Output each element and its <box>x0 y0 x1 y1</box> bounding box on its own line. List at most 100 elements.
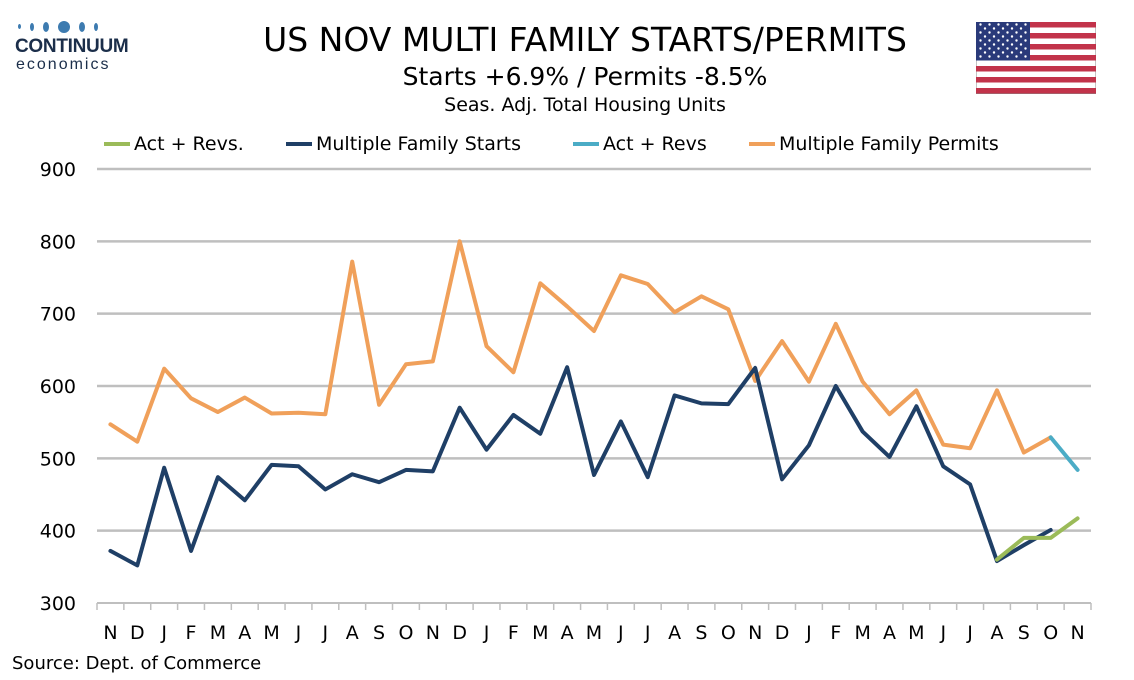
flag-star <box>992 27 996 30</box>
logo-dots-icon <box>18 16 107 35</box>
flag-star <box>1010 43 1014 46</box>
x-tick-label: A <box>990 622 1003 644</box>
flag-star <box>1015 55 1018 58</box>
legend: Act + Revs. Multiple Family Starts Act + R… <box>104 133 999 155</box>
flag-star <box>1006 55 1009 58</box>
x-tick-label: J <box>617 622 624 644</box>
flag-star <box>1024 31 1027 34</box>
flag-star <box>988 47 991 50</box>
flag-star <box>1006 47 1009 50</box>
flag-star <box>1015 31 1018 34</box>
series-line-act-revs-0 <box>994 516 1080 562</box>
flag-star <box>1019 51 1023 54</box>
flag-star <box>1006 39 1009 42</box>
x-tick-label: F <box>508 622 519 644</box>
flag-star <box>1024 55 1027 58</box>
x-tick-label: N <box>103 622 117 644</box>
y-tick-label: 800 <box>40 231 76 253</box>
x-tick-label: J <box>805 622 812 644</box>
series-line-multiple-family-starts-1 <box>108 365 1053 568</box>
flag-star <box>1024 23 1027 26</box>
x-tick-label: A <box>668 622 681 644</box>
flag-star <box>983 43 987 46</box>
source-note: Source: Dept. of Commerce <box>12 653 262 674</box>
flag-star <box>979 55 982 58</box>
x-tick-label: M <box>263 622 279 644</box>
y-tick-label: 400 <box>40 521 76 543</box>
flag-star <box>988 39 991 42</box>
flag-star <box>1015 23 1018 26</box>
x-tick-label: A <box>561 622 574 644</box>
flag-star <box>988 55 991 58</box>
flag-star <box>1019 43 1023 46</box>
x-tick-label: F <box>830 622 841 644</box>
y-axis-tick-labels: 300 400 500 600 700 800 900 <box>40 159 76 615</box>
x-tick-label: J <box>160 622 167 644</box>
flag-star <box>1015 39 1018 42</box>
logo-brand: CONTINUUM <box>15 36 129 57</box>
flag-star <box>1006 23 1009 26</box>
flag-star <box>979 39 982 42</box>
gridlines <box>97 167 1091 532</box>
flag-star <box>1001 43 1005 46</box>
flag-star <box>1010 35 1014 38</box>
us-flag-icon <box>976 22 1096 94</box>
flag-star <box>992 43 996 46</box>
chart-subtitle-units: Seas. Adj. Total Housing Units <box>444 94 726 116</box>
flag-star <box>988 31 991 34</box>
legend-label: Multiple Family Permits <box>779 133 999 155</box>
flag-star <box>1001 51 1005 54</box>
continuum-logo: CONTINUUM economics <box>14 14 134 74</box>
legend-label: Multiple Family Starts <box>316 133 521 155</box>
flag-star <box>983 35 987 38</box>
x-tick-label: J <box>295 622 302 644</box>
flag-star <box>979 23 982 26</box>
flag-star <box>1024 47 1027 50</box>
x-tick-label: O <box>1043 622 1058 644</box>
flag-star <box>988 23 991 26</box>
y-tick-label: 500 <box>40 448 76 470</box>
flag-star <box>979 31 982 34</box>
legend-label: Act + Revs. <box>134 133 244 155</box>
flag-star <box>1001 35 1005 38</box>
flag-star <box>997 47 1000 50</box>
chart-title: US NOV MULTI FAMILY STARTS/PERMITS <box>263 20 907 59</box>
flag-star <box>992 51 996 54</box>
x-tick-label: J <box>644 622 651 644</box>
flag-star <box>983 51 987 54</box>
flag-star <box>1001 27 1005 30</box>
series-line-act-revs-2 <box>1048 435 1080 472</box>
flag-star <box>1024 39 1027 42</box>
logo-subtext: economics <box>16 56 111 73</box>
x-tick-label: D <box>452 622 467 644</box>
x-tick-label: M <box>210 622 226 644</box>
flag-star <box>1010 27 1014 30</box>
x-tick-label: F <box>186 622 197 644</box>
flag-star <box>979 47 982 50</box>
flag-star <box>1019 35 1023 38</box>
legend-item: Act + Revs. <box>104 133 244 155</box>
flag-star <box>997 55 1000 58</box>
flag-star <box>1010 51 1014 54</box>
flag-star <box>997 39 1000 42</box>
x-tick-label: J <box>483 622 490 644</box>
series-lines <box>108 239 1080 568</box>
x-tick-label: A <box>883 622 896 644</box>
x-tick-label: N <box>748 622 762 644</box>
x-tick-label: A <box>346 622 359 644</box>
x-tick-label: O <box>398 622 413 644</box>
x-tick-label: M <box>532 622 548 644</box>
flag-star <box>1006 31 1009 34</box>
y-tick-label: 700 <box>40 304 76 326</box>
x-tick-label: M <box>908 622 924 644</box>
series-line-multiple-family-permits-3 <box>108 239 1053 455</box>
flag-star <box>997 31 1000 34</box>
legend-item: Multiple Family Starts <box>286 133 521 155</box>
x-tick-label: S <box>1018 622 1030 644</box>
legend-item: Multiple Family Permits <box>749 133 999 155</box>
y-tick-label: 900 <box>40 159 76 181</box>
flag-star <box>997 23 1000 26</box>
x-tick-label: D <box>130 622 145 644</box>
